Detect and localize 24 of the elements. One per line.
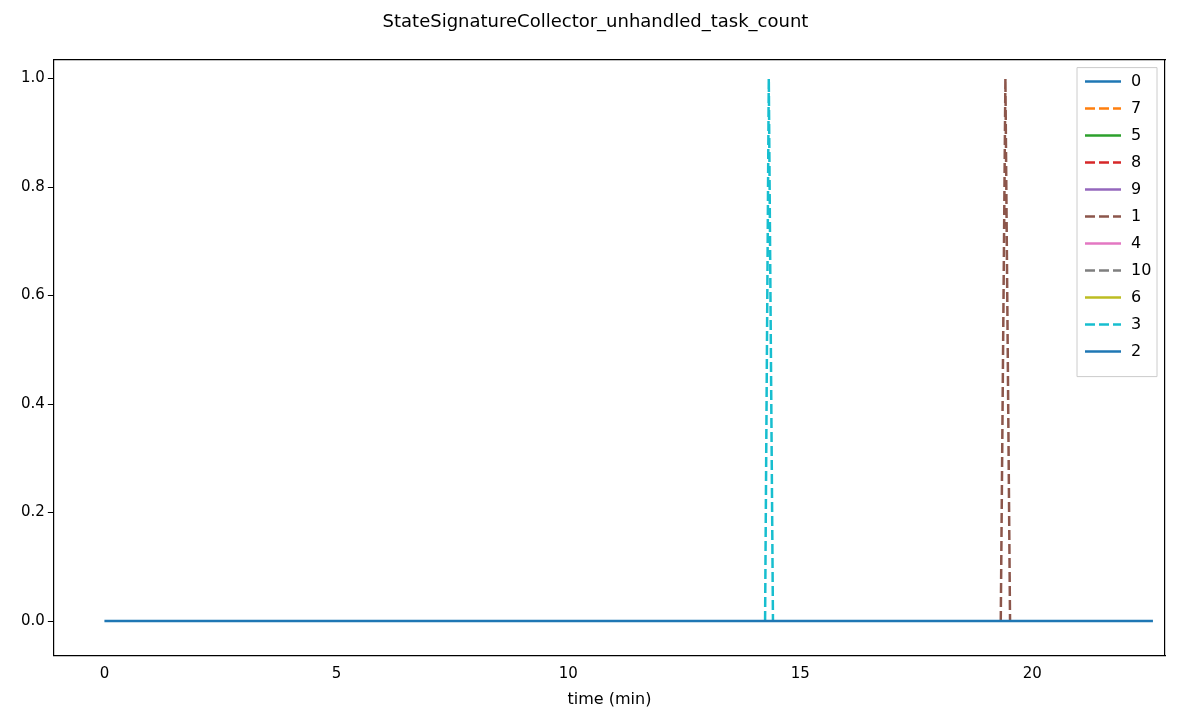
legend-label: 4 [1131,232,1142,252]
y-tick-label: 0.8 [21,176,45,195]
x-axis-title: time (min) [567,688,652,708]
y-tick-label: 0.0 [21,610,45,629]
y-tick-label: 0.2 [21,502,45,521]
legend-label: 2 [1131,340,1142,360]
legend-label: 6 [1131,286,1142,306]
y-tick-label: 1.0 [21,68,45,87]
x-tick-label: 10 [558,663,578,682]
legend-label: 8 [1131,151,1142,171]
legend-label: 3 [1131,313,1142,333]
legend-label: 0 [1131,70,1142,90]
legend-label: 7 [1131,97,1142,117]
chart-title: StateSignatureCollector_unhandled_task_count [382,10,809,33]
x-tick-label: 20 [1022,663,1042,682]
legend-label: 9 [1131,178,1142,198]
legend-label: 5 [1131,124,1142,144]
x-tick-label: 0 [99,663,110,682]
y-tick-label: 0.6 [21,285,45,304]
legend-label: 1 [1131,205,1142,225]
x-tick-label: 15 [790,663,810,682]
legend-label: 10 [1131,259,1152,279]
y-tick-label: 0.4 [21,393,45,412]
x-tick-label: 5 [331,663,342,682]
